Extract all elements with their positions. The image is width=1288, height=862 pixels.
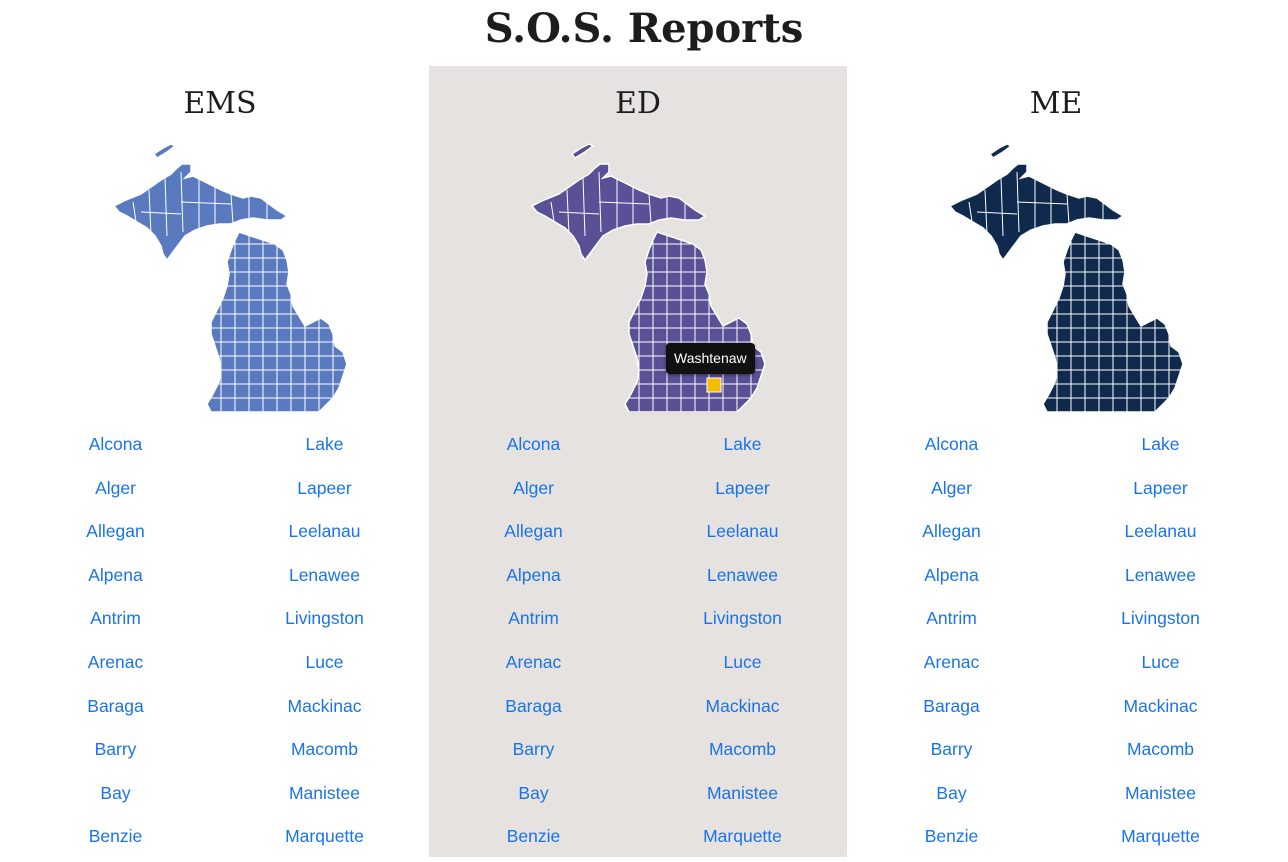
- me-section: ME Alcona Alger Allegan Alpena Antrim Ar…: [847, 66, 1265, 857]
- county-tooltip: Washtenaw: [666, 343, 755, 374]
- county-link[interactable]: Alcona: [88, 434, 143, 454]
- ems-heading: EMS: [183, 86, 257, 121]
- county-link[interactable]: Lenawee: [706, 564, 779, 585]
- county-link[interactable]: Benzie: [924, 826, 979, 847]
- county-link[interactable]: Baraga: [87, 695, 144, 716]
- county-link[interactable]: Manistee: [706, 782, 778, 803]
- me-county-column-left: Alcona Alger Allegan Alpena Antrim Arena…: [847, 426, 1056, 862]
- county-link[interactable]: Marquette: [1121, 826, 1200, 847]
- county-link[interactable]: Arenac: [87, 651, 144, 672]
- michigan-map-svg[interactable]: [917, 132, 1187, 412]
- county-link[interactable]: Livingston: [285, 608, 364, 629]
- page-title: S.O.S. Reports: [484, 5, 804, 52]
- ed-county-column-right: Lake Lapeer Leelanau Lenawee Livingston …: [638, 426, 847, 862]
- county-link[interactable]: Leelanau: [706, 521, 779, 542]
- county-link[interactable]: Lake: [305, 434, 344, 454]
- county-link[interactable]: Arenac: [505, 651, 562, 672]
- me-michigan-map[interactable]: [917, 132, 1187, 412]
- ed-heading: ED: [615, 86, 661, 121]
- ed-section: ED Washtenaw Alcona Alger Allegan Alpena…: [429, 66, 847, 857]
- county-link[interactable]: Mackinac: [287, 695, 362, 716]
- county-link[interactable]: Luce: [305, 651, 344, 672]
- county-link[interactable]: Allegan: [922, 521, 981, 542]
- me-heading: ME: [1029, 86, 1083, 121]
- county-link[interactable]: Antrim: [926, 608, 977, 629]
- county-link[interactable]: Lenawee: [1124, 564, 1197, 585]
- county-link[interactable]: Manistee: [288, 782, 360, 803]
- isle-royale[interactable]: [988, 143, 1013, 159]
- county-link[interactable]: Bay: [518, 782, 549, 803]
- county-link[interactable]: Lapeer: [1133, 477, 1188, 498]
- ems-section: EMS Alcona Alger Allegan Alpena Antrim A…: [11, 66, 429, 857]
- isle-royale[interactable]: [152, 143, 177, 159]
- upper-peninsula[interactable]: [112, 163, 289, 262]
- county-link[interactable]: Allegan: [504, 521, 563, 542]
- county-link[interactable]: Marquette: [703, 826, 782, 847]
- upper-peninsula[interactable]: [948, 163, 1125, 262]
- ems-county-column-right: Lake Lapeer Leelanau Lenawee Livingston …: [220, 426, 429, 862]
- county-link[interactable]: Luce: [1141, 651, 1180, 672]
- county-link[interactable]: Livingston: [1121, 608, 1200, 629]
- county-link[interactable]: Lake: [1141, 434, 1180, 454]
- county-link[interactable]: Barry: [94, 739, 137, 760]
- county-link[interactable]: Luce: [723, 651, 762, 672]
- county-link[interactable]: Lake: [723, 434, 762, 454]
- county-link[interactable]: Alcona: [924, 434, 979, 454]
- county-link[interactable]: Benzie: [88, 826, 143, 847]
- county-link[interactable]: Barry: [930, 739, 973, 760]
- county-link[interactable]: Baraga: [923, 695, 980, 716]
- county-link[interactable]: Benzie: [506, 826, 561, 847]
- county-link[interactable]: Bay: [936, 782, 967, 803]
- county-link[interactable]: Baraga: [505, 695, 562, 716]
- county-link[interactable]: Macomb: [1126, 739, 1195, 760]
- county-link[interactable]: Alpena: [924, 564, 979, 585]
- county-link[interactable]: Alger: [513, 477, 554, 498]
- county-link[interactable]: Antrim: [508, 608, 559, 629]
- michigan-map-svg[interactable]: [81, 132, 351, 412]
- county-link[interactable]: Mackinac: [705, 695, 780, 716]
- isle-royale[interactable]: [570, 143, 595, 159]
- county-washtenaw-highlight[interactable]: [706, 377, 722, 393]
- county-link[interactable]: Alpena: [88, 564, 143, 585]
- county-link[interactable]: Livingston: [703, 608, 782, 629]
- ed-county-column-left: Alcona Alger Allegan Alpena Antrim Arena…: [429, 426, 638, 862]
- county-link[interactable]: Barry: [512, 739, 555, 760]
- county-link[interactable]: Marquette: [285, 826, 364, 847]
- county-link[interactable]: Lapeer: [715, 477, 770, 498]
- county-link[interactable]: Bay: [100, 782, 131, 803]
- county-link[interactable]: Macomb: [708, 739, 777, 760]
- county-link[interactable]: Alcona: [506, 434, 561, 454]
- me-county-column-right: Lake Lapeer Leelanau Lenawee Livingston …: [1056, 426, 1265, 862]
- county-link[interactable]: Alger: [95, 477, 136, 498]
- county-link[interactable]: Allegan: [86, 521, 145, 542]
- ems-michigan-map[interactable]: [81, 132, 351, 412]
- upper-peninsula[interactable]: [530, 163, 707, 262]
- county-link[interactable]: Arenac: [923, 651, 980, 672]
- county-link[interactable]: Leelanau: [1124, 521, 1197, 542]
- county-link[interactable]: Lenawee: [288, 564, 361, 585]
- county-link[interactable]: Lapeer: [297, 477, 352, 498]
- ems-county-column-left: Alcona Alger Allegan Alpena Antrim Arena…: [11, 426, 220, 862]
- county-link[interactable]: Alger: [931, 477, 972, 498]
- county-link[interactable]: Macomb: [290, 739, 359, 760]
- county-link[interactable]: Alpena: [506, 564, 561, 585]
- county-link[interactable]: Antrim: [90, 608, 141, 629]
- county-link[interactable]: Manistee: [1124, 782, 1196, 803]
- county-link[interactable]: Mackinac: [1123, 695, 1198, 716]
- county-link[interactable]: Leelanau: [288, 521, 361, 542]
